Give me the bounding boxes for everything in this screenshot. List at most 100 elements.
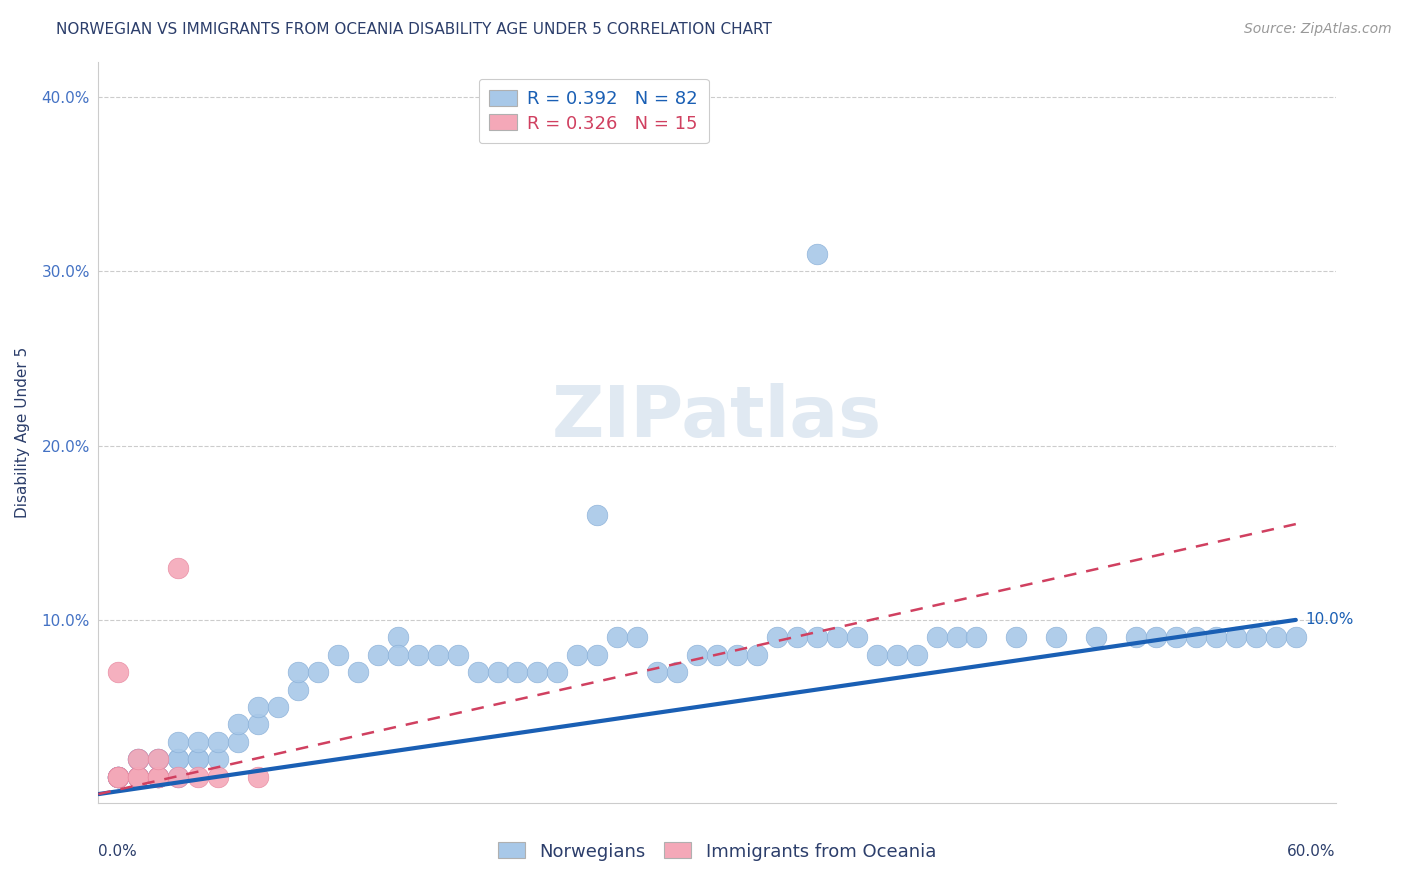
Point <box>127 752 149 766</box>
Point <box>107 770 129 784</box>
Point <box>526 665 548 680</box>
Point <box>1285 630 1308 644</box>
Point <box>107 770 129 784</box>
Y-axis label: Disability Age Under 5: Disability Age Under 5 <box>15 347 31 518</box>
Point <box>167 560 190 574</box>
Point <box>148 770 170 784</box>
Point <box>367 648 389 662</box>
Point <box>247 700 270 714</box>
Point <box>686 648 709 662</box>
Point <box>1205 630 1227 644</box>
Point <box>207 770 229 784</box>
Point <box>207 752 229 766</box>
Point <box>107 770 129 784</box>
Point <box>725 648 748 662</box>
Point <box>446 648 468 662</box>
Point <box>127 770 149 784</box>
Point <box>825 630 848 644</box>
Point <box>1185 630 1208 644</box>
Point <box>127 770 149 784</box>
Point <box>1005 630 1028 644</box>
Point <box>167 770 190 784</box>
Point <box>187 752 209 766</box>
Point <box>247 770 270 784</box>
Point <box>127 752 149 766</box>
Point <box>148 770 170 784</box>
Point <box>207 735 229 749</box>
Point <box>567 648 589 662</box>
Point <box>387 630 409 644</box>
Point <box>127 770 149 784</box>
Legend: Norwegians, Immigrants from Oceania: Norwegians, Immigrants from Oceania <box>491 835 943 868</box>
Point <box>107 665 129 680</box>
Point <box>1144 630 1167 644</box>
Point <box>486 665 509 680</box>
Point <box>1164 630 1187 644</box>
Point <box>226 735 249 749</box>
Point <box>506 665 529 680</box>
Point <box>127 770 149 784</box>
Point <box>127 770 149 784</box>
Text: Source: ZipAtlas.com: Source: ZipAtlas.com <box>1244 22 1392 37</box>
Point <box>187 752 209 766</box>
Point <box>107 770 129 784</box>
Point <box>187 735 209 749</box>
Point <box>745 648 768 662</box>
Point <box>666 665 689 680</box>
Point <box>546 665 568 680</box>
Point <box>127 770 149 784</box>
Point <box>167 752 190 766</box>
Point <box>406 648 429 662</box>
Point <box>766 630 789 644</box>
Point <box>107 770 129 784</box>
Point <box>167 735 190 749</box>
Point <box>107 770 129 784</box>
Point <box>127 770 149 784</box>
Point <box>1045 630 1067 644</box>
Point <box>107 770 129 784</box>
Point <box>287 665 309 680</box>
Point <box>1264 630 1286 644</box>
Text: 10.0%: 10.0% <box>1306 613 1354 627</box>
Point <box>905 648 928 662</box>
Point <box>148 770 170 784</box>
Point <box>467 665 489 680</box>
Point <box>326 648 349 662</box>
Text: 60.0%: 60.0% <box>1288 844 1336 858</box>
Point <box>945 630 967 644</box>
Point <box>148 752 170 766</box>
Point <box>167 770 190 784</box>
Point <box>226 717 249 731</box>
Point <box>148 770 170 784</box>
Text: ZIPatlas: ZIPatlas <box>553 384 882 452</box>
Point <box>307 665 329 680</box>
Point <box>1085 630 1108 644</box>
Point <box>606 630 628 644</box>
Point <box>148 752 170 766</box>
Point <box>187 770 209 784</box>
Point <box>1225 630 1247 644</box>
Point <box>866 648 889 662</box>
Point <box>626 630 648 644</box>
Point <box>247 717 270 731</box>
Point <box>1125 630 1147 644</box>
Point <box>886 648 908 662</box>
Point <box>347 665 370 680</box>
Point <box>966 630 988 644</box>
Point <box>586 508 609 523</box>
Point <box>107 770 129 784</box>
Point <box>167 752 190 766</box>
Point <box>287 682 309 697</box>
Point <box>586 648 609 662</box>
Point <box>387 648 409 662</box>
Point <box>1244 630 1267 644</box>
Point <box>148 770 170 784</box>
Point <box>645 665 668 680</box>
Text: NORWEGIAN VS IMMIGRANTS FROM OCEANIA DISABILITY AGE UNDER 5 CORRELATION CHART: NORWEGIAN VS IMMIGRANTS FROM OCEANIA DIS… <box>56 22 772 37</box>
Point <box>786 630 808 644</box>
Point <box>706 648 728 662</box>
Text: 0.0%: 0.0% <box>98 844 138 858</box>
Point <box>806 630 828 644</box>
Point <box>127 752 149 766</box>
Point <box>845 630 868 644</box>
